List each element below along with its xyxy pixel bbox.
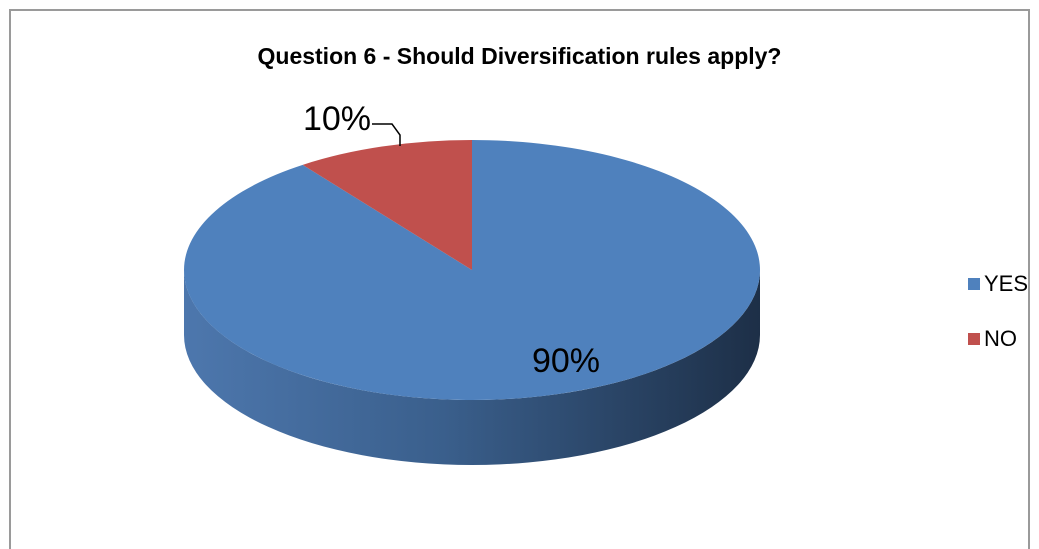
legend-swatch-yes bbox=[968, 278, 980, 290]
data-label-yes: 90% bbox=[532, 342, 600, 380]
chart-title: Question 6 - Should Diversification rule… bbox=[257, 43, 782, 69]
pie-chart: 90% 10% bbox=[184, 100, 760, 465]
legend-label-no: NO bbox=[984, 326, 1017, 351]
leader-line-no bbox=[372, 123, 401, 146]
pie-slice-no bbox=[302, 140, 472, 270]
pie-side-yes bbox=[184, 270, 760, 465]
chart-frame bbox=[9, 9, 1030, 549]
legend-swatch-no bbox=[968, 333, 980, 345]
data-label-no: 10% bbox=[303, 100, 371, 138]
legend-label-yes: YES bbox=[984, 271, 1029, 296]
